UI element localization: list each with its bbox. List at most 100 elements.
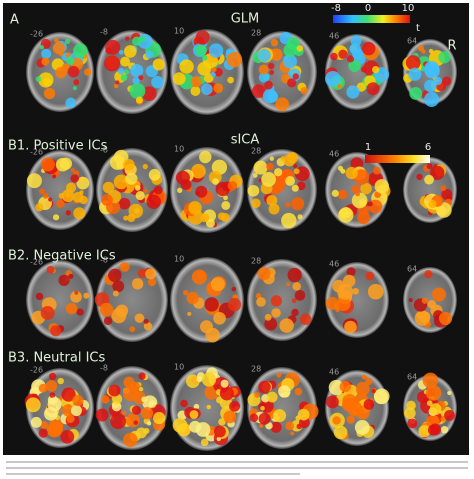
activation-blob [266,162,274,171]
activation-blob [226,51,243,68]
activation-blob [338,49,348,59]
activation-blob [424,270,433,279]
activation-blob [258,412,271,425]
activation-blob [266,391,278,403]
activation-blob [285,421,295,431]
activation-blob [355,191,360,197]
activation-blob [186,291,199,305]
activation-blob [105,47,112,54]
activation-blob [189,420,202,433]
activation-blob [72,394,84,407]
activation-blob [141,396,148,403]
activation-blob [70,291,82,303]
activation-blob [336,84,342,89]
activation-blob [134,185,141,191]
activation-blob [66,403,71,409]
activation-blob [118,68,125,75]
activation-blob [275,97,290,112]
activation-blob [271,308,281,318]
activation-blob [42,193,49,199]
activation-blob [438,51,451,64]
activation-blob [125,36,130,41]
activation-blob [65,97,77,109]
slice-number: 64 [407,265,417,274]
activation-blob [269,156,275,161]
activation-blob [293,168,300,175]
slice-number: 46 [329,368,339,377]
slice-number: -26 [30,258,43,267]
colorbar-tick: -8 [331,3,341,14]
activation-blob [282,54,297,69]
activation-blob [134,313,145,323]
activation-blob [428,48,434,54]
activation-blob [153,185,163,195]
activation-blob [70,168,75,173]
activation-blob [152,58,165,71]
activation-blob [48,372,57,381]
activation-blob [257,48,271,62]
activation-blob [147,421,152,426]
activation-blob [65,210,71,216]
activation-blob [264,80,273,90]
activation-blob [258,72,270,83]
activation-blob [422,372,439,389]
activation-blob [199,150,212,164]
activation-blob [110,154,125,170]
activation-blob [427,424,439,436]
activation-blob [372,166,381,175]
activation-blob [187,311,192,316]
activation-blob [291,308,299,317]
activation-blob [337,283,354,300]
activation-blob [404,407,416,419]
activation-blob [199,320,213,334]
activation-blob [57,377,64,385]
activation-blob [201,83,213,95]
activation-blob [131,278,144,290]
colorbar-glm [333,15,410,23]
activation-blob [40,157,55,172]
activation-blob [283,154,296,167]
activation-blob [147,277,157,287]
activation-blob [252,84,266,98]
slice-number: 46 [329,150,339,159]
activation-blob [361,374,367,380]
activation-blob [268,203,280,215]
activation-blob [208,43,224,58]
activation-blob [35,76,42,82]
activation-blob [407,418,418,429]
activation-blob [272,409,287,423]
activation-blob [300,87,308,95]
activation-blob [366,82,380,96]
activation-blob [256,297,266,307]
activation-blob [115,80,120,85]
activation-blob [210,277,225,292]
activation-blob [292,73,299,80]
activation-blob [61,404,74,417]
activation-blob [113,83,119,89]
activation-blob [138,387,144,392]
activation-blob [139,36,146,42]
activation-blob [258,64,269,75]
activation-blob [219,386,234,401]
method-title: sICA [231,133,260,148]
activation-blob [428,200,437,209]
activation-blob [440,185,447,192]
activation-blob [180,179,192,190]
activation-blob [261,172,277,187]
activation-blob [132,77,140,85]
activation-blob [65,302,78,315]
activation-blob [218,418,226,426]
activation-blob [212,178,219,185]
slice-number: -8 [100,146,108,155]
activation-blob [76,176,90,190]
activation-blob [351,184,361,194]
activation-blob [252,173,258,178]
activation-blob [346,85,360,99]
activation-blob [408,298,413,303]
activation-blob [49,392,56,399]
activation-blob [123,215,129,221]
activation-blob [292,163,298,169]
activation-blob [72,191,84,203]
activation-blob [190,86,201,97]
activation-blob [442,76,452,86]
